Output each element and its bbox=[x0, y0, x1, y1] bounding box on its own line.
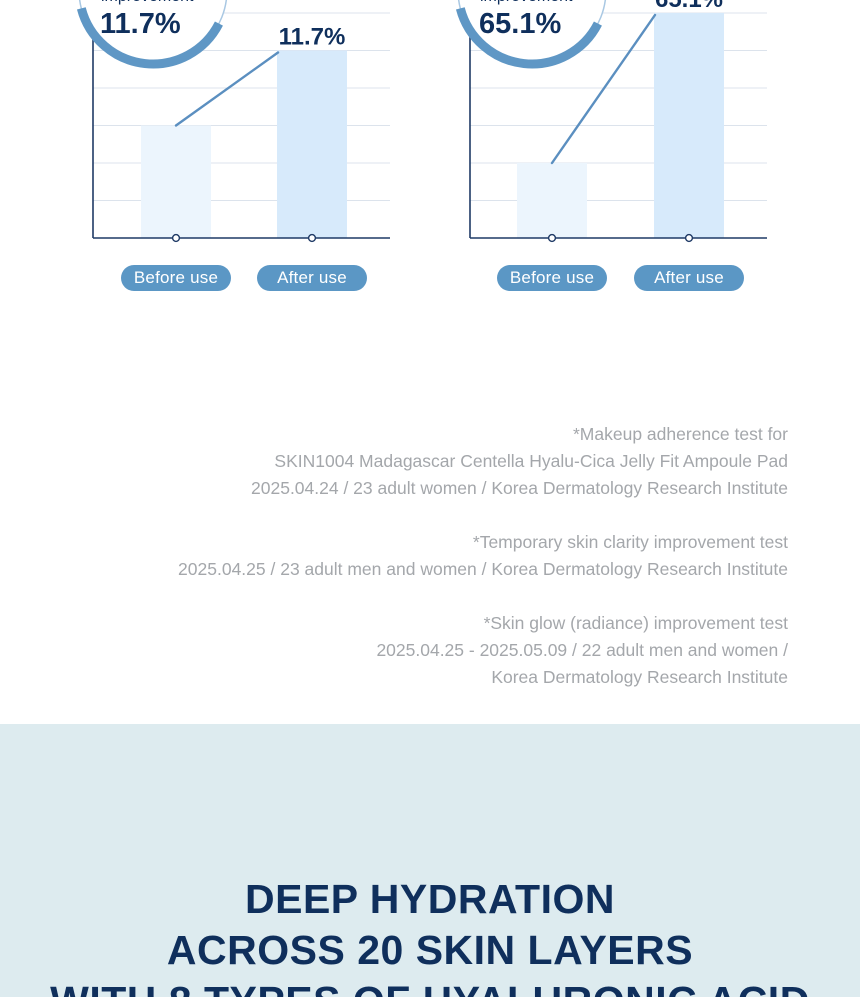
hero-title-line: ACROSS 20 SKIN LAYERS bbox=[166, 927, 694, 973]
badge-value: 11.7% bbox=[100, 8, 181, 40]
hero-title-line: WITH 8 TYPES OF HYALURONIC ACID bbox=[0, 976, 860, 997]
x-tick-marker bbox=[684, 233, 694, 243]
after-use-pill: After use bbox=[257, 265, 367, 291]
bar-before bbox=[141, 125, 211, 238]
data-label: 11.7% bbox=[279, 24, 346, 51]
badge-value: 65.1% bbox=[479, 8, 561, 40]
badge-ring-arc bbox=[455, 7, 602, 69]
footnote-line: 2025.04.25 - 2025.05.09 / 22 adult men a… bbox=[376, 640, 788, 660]
footnote-line: Korea Dermatology Research Institute bbox=[491, 667, 788, 687]
footnote-line: *Temporary skin clarity improvement test bbox=[472, 532, 788, 552]
x-tick-marker bbox=[171, 233, 181, 243]
data-label: 65.1% bbox=[655, 0, 723, 13]
footnote-makeup-adherence: *Makeup adherence test for SKIN1004 Mada… bbox=[178, 421, 788, 502]
footnote-line: *Makeup adherence test for bbox=[573, 424, 788, 444]
footnote-line: 2025.04.25 / 23 adult men and women / Ko… bbox=[178, 559, 788, 579]
badge-ring-arc bbox=[76, 7, 223, 69]
x-tick-marker bbox=[547, 233, 557, 243]
before-use-pill: Before use bbox=[497, 265, 607, 291]
bar-before bbox=[517, 163, 587, 238]
footnote-line: 2025.04.24 / 23 adult women / Korea Derm… bbox=[251, 478, 788, 498]
test-footnotes: *Makeup adherence test for SKIN1004 Mada… bbox=[178, 421, 788, 718]
before-use-pill: Before use bbox=[121, 265, 231, 291]
hero-title: DEEP HYDRATION ACROSS 20 SKIN LAYERS WIT… bbox=[0, 874, 860, 997]
trend-arrow bbox=[550, 13, 657, 165]
footnote-skin-clarity: *Temporary skin clarity improvement test… bbox=[178, 529, 788, 583]
footnote-skin-glow: *Skin glow (radiance) improvement test 2… bbox=[178, 610, 788, 691]
charts-canvas: 11.7%improvement11.7% 65.1%improvement65… bbox=[76, 0, 767, 243]
trend-arrow bbox=[174, 51, 280, 127]
chart-makeup-adherence: 11.7% improvement 11.7% bbox=[76, 0, 390, 243]
chart-skin-clarity: 65.1% improvement 65.1% bbox=[455, 0, 767, 243]
footnote-line: *Skin glow (radiance) improvement test bbox=[483, 613, 788, 633]
bar-after bbox=[277, 50, 347, 238]
footnote-line: SKIN1004 Madagascar Centella Hyalu-Cica … bbox=[274, 451, 788, 471]
badge-label: improvement bbox=[101, 0, 194, 5]
x-tick-marker bbox=[307, 233, 317, 243]
hydration-hero-section: DEEP HYDRATION ACROSS 20 SKIN LAYERS WIT… bbox=[0, 724, 860, 997]
after-use-pill: After use bbox=[634, 265, 744, 291]
bar-after bbox=[654, 13, 724, 238]
badge-label: improvement bbox=[480, 0, 573, 5]
hero-title-line: DEEP HYDRATION bbox=[245, 876, 615, 922]
